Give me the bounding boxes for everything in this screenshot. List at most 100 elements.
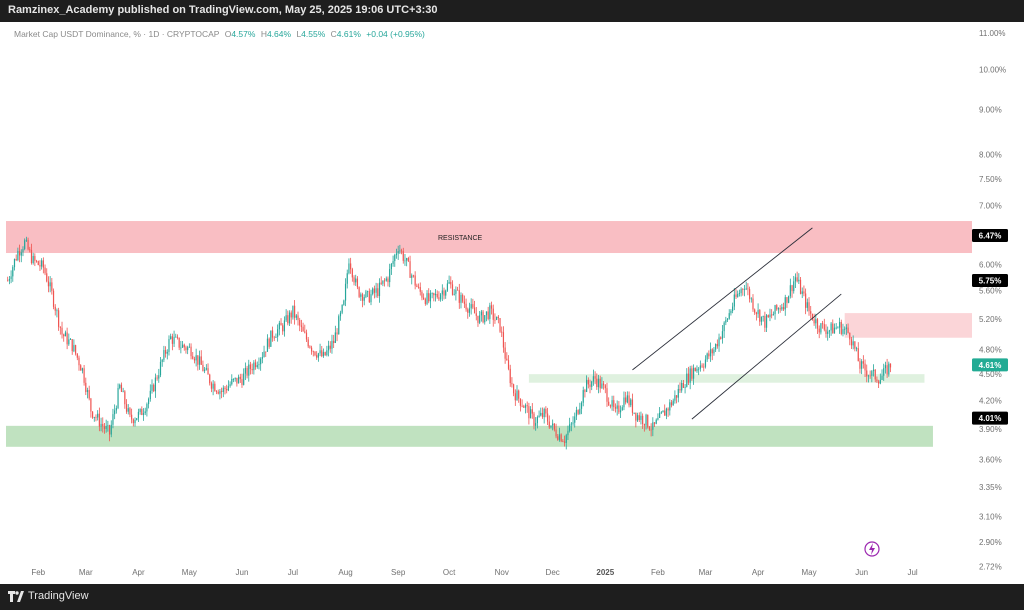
- candle-body: [453, 293, 455, 295]
- candle-body: [703, 366, 705, 368]
- candle-body: [37, 261, 39, 265]
- candle-body: [844, 328, 846, 330]
- candle-body: [672, 400, 674, 406]
- x-tick-label: May: [801, 568, 816, 577]
- candle-body: [445, 290, 447, 296]
- candle-body: [479, 315, 481, 323]
- candle-body: [501, 331, 503, 333]
- y-tick-label: 5.60%: [979, 287, 1002, 296]
- candle-body: [499, 318, 501, 332]
- candle-body: [460, 294, 462, 303]
- candle-body: [801, 291, 803, 294]
- candle-body: [653, 422, 656, 424]
- symbol-name: Market Cap USDT Dominance, % · 1D · CRYP…: [14, 29, 220, 39]
- last-price-badge-text: 4.61%: [979, 361, 1002, 370]
- candle-body: [480, 311, 482, 316]
- y-tick-label: 4.50%: [979, 370, 1002, 379]
- x-tick-label: Oct: [443, 568, 456, 577]
- candle-body: [823, 324, 825, 330]
- candle-body: [772, 314, 774, 316]
- candle-body: [360, 294, 362, 297]
- candle-body: [456, 289, 459, 291]
- candle-body: [209, 374, 211, 384]
- candle-body: [854, 341, 856, 349]
- candle-body: [764, 316, 766, 328]
- candle-body: [193, 358, 196, 361]
- candle-body: [66, 332, 68, 345]
- candle-body: [475, 313, 477, 316]
- price-chart[interactable]: RESISTANCE 11.00% 10.00% 9.00% 8.00% 7.50% 7.0…: [0, 22, 1024, 584]
- candle-body: [788, 296, 790, 303]
- candle-body: [127, 408, 129, 412]
- candle-body: [334, 332, 336, 344]
- candle-body: [120, 384, 123, 392]
- candle-body: [136, 418, 138, 421]
- candle-body: [69, 339, 72, 340]
- candle-body: [687, 373, 690, 383]
- candle-body: [618, 405, 620, 413]
- y-tick-label: 3.35%: [979, 483, 1002, 492]
- candle-body: [752, 298, 754, 310]
- candle-body: [490, 305, 493, 309]
- y-tick-label: 11.00%: [979, 29, 1006, 38]
- candle-body: [458, 290, 460, 303]
- candle-body: [504, 347, 506, 359]
- candle-body: [648, 427, 651, 430]
- candle-body: [878, 381, 880, 384]
- candle-body: [178, 337, 180, 348]
- candle-body: [446, 283, 449, 291]
- candle-body: [440, 294, 442, 300]
- candle-body: [675, 395, 678, 398]
- candle-body: [394, 255, 396, 262]
- candle-body: [180, 347, 182, 349]
- candle-body: [586, 379, 588, 393]
- candle-body: [336, 332, 338, 335]
- candle-body: [287, 315, 289, 324]
- candle-body: [221, 391, 223, 393]
- candle-body: [811, 313, 814, 320]
- candle-body: [535, 423, 537, 426]
- x-tick-label: Sep: [391, 568, 406, 577]
- candle-body: [166, 351, 168, 354]
- candle-body: [698, 368, 700, 370]
- candle-body: [81, 368, 83, 371]
- candle-body: [117, 387, 119, 409]
- candle-body: [557, 436, 559, 440]
- candle-body: [638, 415, 640, 420]
- candle-body: [132, 419, 134, 424]
- candle-body: [462, 294, 464, 302]
- candle-body: [176, 336, 179, 338]
- candle-body: [740, 289, 742, 294]
- candle-body: [626, 395, 628, 403]
- candle-body: [107, 425, 109, 427]
- candle-body: [713, 349, 715, 354]
- candle-body: [580, 402, 583, 409]
- candle-body: [103, 426, 106, 429]
- candle-body: [799, 279, 802, 294]
- chart-panel[interactable]: [0, 22, 1024, 584]
- candle-body: [872, 369, 875, 372]
- candle-body: [375, 288, 377, 293]
- candle-body: [881, 375, 883, 380]
- candle-body: [63, 334, 65, 337]
- candle-body: [745, 288, 747, 290]
- candle-body: [302, 326, 304, 332]
- candle-body: [706, 353, 708, 360]
- candle-body: [17, 250, 19, 260]
- resistance-label: RESISTANCE: [438, 235, 483, 242]
- candle-body: [448, 281, 450, 284]
- candle-body: [192, 356, 194, 359]
- candle-body: [164, 350, 167, 354]
- candle-body: [743, 289, 746, 290]
- candle-body: [319, 350, 321, 354]
- candle-body: [52, 290, 55, 307]
- candle-body: [477, 315, 479, 323]
- close-label: C: [330, 29, 337, 39]
- candle-body: [309, 346, 311, 348]
- x-tick-label: Feb: [31, 568, 45, 577]
- candle-body: [146, 404, 148, 412]
- candle-body: [837, 327, 839, 329]
- candle-body: [643, 424, 645, 426]
- candle-body: [350, 263, 352, 270]
- candle-body: [794, 277, 797, 282]
